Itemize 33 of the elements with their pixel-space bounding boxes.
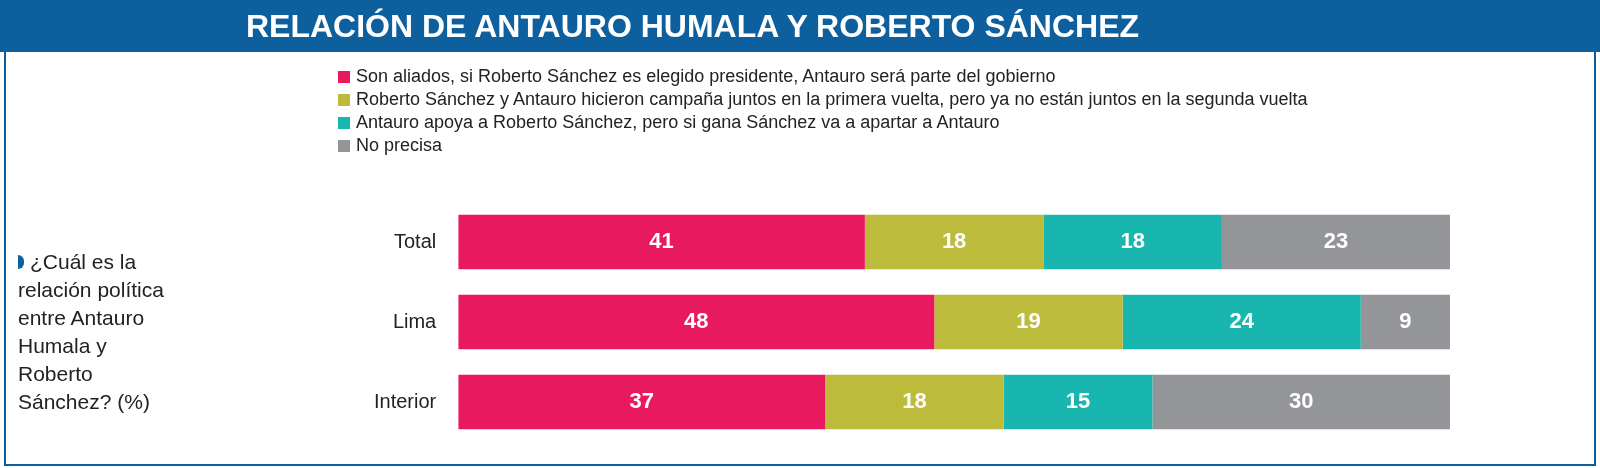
y-tick-label: Interior bbox=[374, 389, 437, 412]
data-label: 18 bbox=[1120, 228, 1145, 254]
bar bbox=[1122, 294, 1361, 350]
legend-label: No precisa bbox=[356, 135, 443, 156]
bar bbox=[458, 214, 865, 270]
bar bbox=[1152, 374, 1450, 430]
bar bbox=[1043, 214, 1222, 270]
legend-label: Antauro apoya a Roberto Sánchez, pero si gana Sánchez va a apartar a Antauro bbox=[356, 112, 1000, 133]
y-tick-label: Lima bbox=[392, 309, 438, 332]
bar bbox=[1003, 374, 1153, 430]
chart-title: RELACIÓN DE ANTAURO HUMALA Y ROBERTO SÁNCHEZ bbox=[246, 8, 1140, 45]
legend-label: Roberto Sánchez y Antauro hicieron campaña juntos en la primera vuelta, pero ya no están juntos en la segunda vuelta bbox=[356, 89, 1308, 110]
bar bbox=[934, 294, 1123, 350]
y-tick-label: Total bbox=[394, 229, 437, 252]
data-label: 9 bbox=[1399, 308, 1412, 334]
bar bbox=[458, 294, 935, 350]
data-label: 48 bbox=[684, 308, 709, 334]
data-label: 18 bbox=[941, 228, 967, 254]
data-label: 24 bbox=[1229, 308, 1255, 334]
bar bbox=[1221, 214, 1450, 270]
data-label: 18 bbox=[902, 388, 927, 414]
data-label: 30 bbox=[1288, 388, 1314, 414]
data-label: 41 bbox=[649, 228, 674, 254]
bar bbox=[1360, 294, 1450, 350]
bar bbox=[825, 374, 1004, 430]
data-label: 23 bbox=[1323, 228, 1349, 254]
legend-label: Son aliados, si Roberto Sánchez es elegido presidente, Antauro será parte del gobierno bbox=[356, 66, 1056, 87]
data-label: 19 bbox=[1016, 308, 1041, 334]
bar bbox=[864, 214, 1044, 270]
bar bbox=[458, 374, 826, 430]
data-label: 37 bbox=[629, 388, 654, 414]
data-label: 15 bbox=[1065, 388, 1091, 414]
text: ¿Cuál es la relación política entre Antauro Humala y Roberto Sánchez? (%) bbox=[18, 250, 164, 413]
